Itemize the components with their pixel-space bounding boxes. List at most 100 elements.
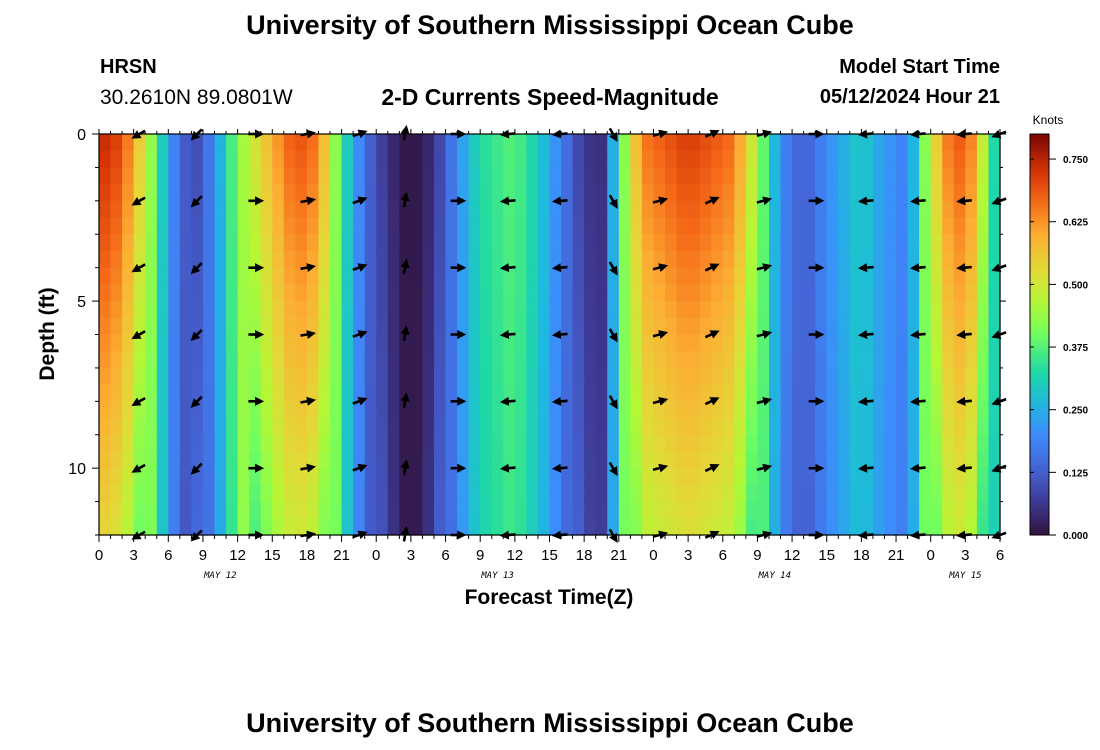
heatmap-cell	[145, 418, 158, 436]
heatmap-cell	[514, 167, 527, 185]
heatmap-cell	[433, 284, 447, 302]
heatmap-cell	[330, 167, 343, 185]
heatmap-cell	[699, 250, 712, 269]
heatmap-cell	[168, 484, 181, 503]
heatmap-cell	[237, 150, 250, 169]
heatmap-cell	[549, 217, 562, 235]
heatmap-cell	[202, 184, 216, 202]
heatmap-cell	[572, 267, 585, 285]
day-label: MAY 14	[757, 571, 791, 581]
heatmap-cell	[249, 518, 262, 536]
heatmap-cell	[607, 217, 620, 235]
heatmap-cell	[907, 384, 920, 402]
heatmap-cell	[838, 267, 851, 285]
heatmap-cell	[445, 518, 458, 536]
colorbar: Knots 0.0000.1250.2500.3750.5000.6250.75…	[1029, 113, 1088, 542]
heatmap-cell	[145, 468, 158, 486]
x-tick-label: 18	[853, 547, 870, 564]
heatmap-cell	[849, 200, 862, 219]
heatmap-cell	[815, 451, 828, 469]
x-tick-label: 21	[333, 547, 350, 564]
heatmap-cell	[226, 217, 239, 235]
heatmap-cell	[722, 334, 735, 352]
heatmap-cell	[122, 184, 135, 202]
current-vector-arrow	[704, 263, 720, 272]
heatmap-cell	[99, 301, 112, 319]
heatmap-cell	[676, 184, 689, 202]
heatmap-cell	[757, 468, 770, 486]
heatmap-cell	[330, 484, 343, 503]
heatmap-cell	[768, 284, 782, 302]
heatmap-cell	[572, 468, 585, 486]
x-axis-label: Forecast Time(Z)	[465, 586, 634, 609]
heatmap-cell	[145, 518, 158, 536]
heatmap-cell	[457, 267, 470, 285]
heatmap-cell	[976, 217, 990, 235]
heatmap-cell	[122, 484, 135, 503]
heatmap-cell	[641, 351, 655, 369]
heatmap-cell	[572, 384, 585, 402]
heatmap-cell	[480, 234, 493, 252]
current-vector-arrow	[400, 191, 410, 208]
heatmap-cell	[168, 301, 181, 319]
current-vector-arrow	[704, 397, 720, 406]
model-start-value: 05/12/2024 Hour 21	[819, 86, 1000, 108]
current-vectors	[131, 124, 1007, 543]
heatmap-cell	[745, 351, 759, 369]
heatmap-cell	[896, 418, 909, 436]
heatmap-cell	[202, 351, 216, 369]
heatmap-cell	[734, 384, 747, 402]
heatmap-cell	[595, 234, 608, 252]
heatmap-cell	[849, 134, 862, 152]
heatmap-cell	[849, 167, 862, 185]
heatmap-cell	[584, 384, 597, 402]
heatmap-cell	[803, 518, 816, 536]
heatmap-cell	[930, 284, 943, 302]
heatmap-cell	[699, 501, 712, 519]
heatmap-cell	[561, 134, 574, 152]
heatmap-cell	[433, 234, 447, 252]
heatmap-cell	[711, 301, 724, 319]
heatmap-cell	[399, 267, 412, 285]
heatmap-cell	[976, 234, 990, 252]
heatmap-cell	[907, 301, 920, 319]
heatmap-cell	[780, 434, 793, 453]
heatmap-cell	[676, 468, 689, 486]
heatmap-cell	[433, 134, 447, 152]
heatmap-cell	[260, 434, 273, 453]
heatmap-cell	[780, 184, 793, 202]
heatmap-cell	[665, 150, 678, 169]
heatmap-cell	[930, 501, 943, 519]
heatmap-cell	[561, 418, 574, 436]
current-vector-arrow	[551, 329, 568, 340]
heatmap-cell	[618, 317, 631, 336]
heatmap-cell	[838, 418, 851, 436]
heatmap-cell	[330, 451, 343, 469]
heatmap-cell	[491, 167, 504, 185]
heatmap-cell	[133, 484, 146, 503]
heatmap-cell	[826, 301, 839, 319]
heatmap-cell	[330, 150, 343, 169]
heatmap-cell	[792, 184, 805, 202]
heatmap-cell	[607, 284, 620, 302]
heatmap-cell	[226, 234, 239, 252]
heatmap-cell	[607, 351, 620, 369]
heatmap-cell	[745, 401, 759, 419]
heatmap-cell	[237, 351, 250, 369]
heatmap-cell	[907, 284, 920, 302]
heatmap-cell	[445, 134, 458, 152]
heatmap-cell	[226, 434, 239, 453]
heatmap-cell	[722, 234, 735, 252]
x-axis: 0 3 6 9 12 15 18 21 0 3 6 9 12 15 18 21 0 3 6 9 12 15 18 21 0 3 6M…	[95, 129, 1004, 581]
heatmap-cell	[688, 367, 701, 386]
heatmap-cell	[249, 301, 262, 319]
heatmap-cell	[595, 284, 608, 302]
heatmap-cell	[584, 134, 597, 152]
heatmap-cell	[976, 501, 990, 519]
heatmap-cell	[861, 334, 874, 352]
current-vector-arrow	[704, 463, 720, 473]
heatmap-cell	[410, 317, 424, 336]
heatmap-cell	[514, 250, 527, 269]
heatmap-cell	[965, 284, 978, 302]
heatmap-cell	[260, 284, 273, 302]
